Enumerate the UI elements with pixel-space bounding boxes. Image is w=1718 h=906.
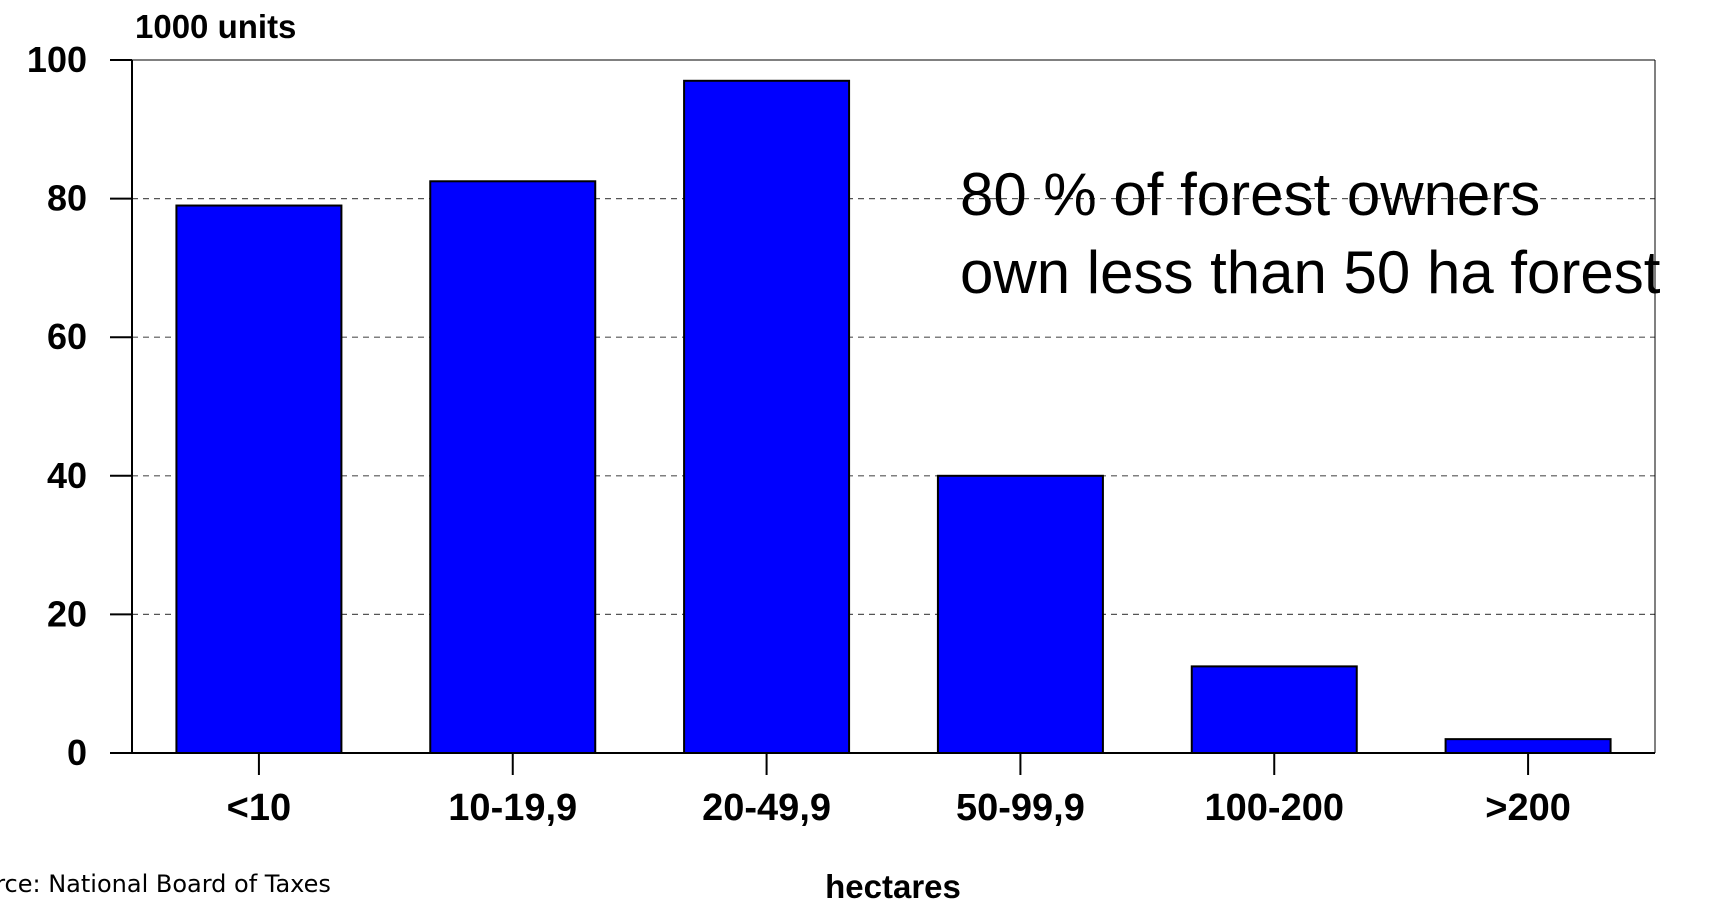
x-tick-label-2: 20-49,9 <box>702 787 831 829</box>
source-note: urce: National Board of Taxes <box>0 870 331 898</box>
bar-2 <box>683 79 851 755</box>
y-tick-label-20: 20 <box>47 593 87 634</box>
bar-5 <box>1444 738 1612 755</box>
annotation-line-2: own less than 50 ha forest <box>960 239 1661 306</box>
y-tick-label-100: 100 <box>27 39 87 80</box>
y-tick-label-40: 40 <box>47 455 87 496</box>
x-tick-label-1: 10-19,9 <box>448 787 577 829</box>
y-tick-label-80: 80 <box>47 178 87 219</box>
labels: 0 20 40 60 80 100 <10 10-19,9 20-49,9 50-99,9 100-… <box>27 39 1571 829</box>
y-tick-label-60: 60 <box>47 316 87 357</box>
x-tick-label-4: 100-200 <box>1205 787 1344 829</box>
bar-3 <box>936 474 1104 754</box>
x-axis-label: hectares <box>825 868 961 905</box>
bar-0 <box>175 204 343 754</box>
y-tick-label-0: 0 <box>67 732 87 773</box>
x-tick-label-5: >200 <box>1485 787 1571 829</box>
bars <box>175 79 1612 755</box>
bar-1 <box>429 180 597 754</box>
y-axis-unit-label: 1000 units <box>135 8 296 45</box>
x-tick-label-3: 50-99,9 <box>956 787 1085 829</box>
annotation-line-1: 80 % of forest owners <box>960 161 1540 228</box>
axes <box>110 59 1656 775</box>
bar-4 <box>1190 665 1358 754</box>
x-tick-label-0: <10 <box>227 787 291 829</box>
gridlines <box>132 198 1655 616</box>
